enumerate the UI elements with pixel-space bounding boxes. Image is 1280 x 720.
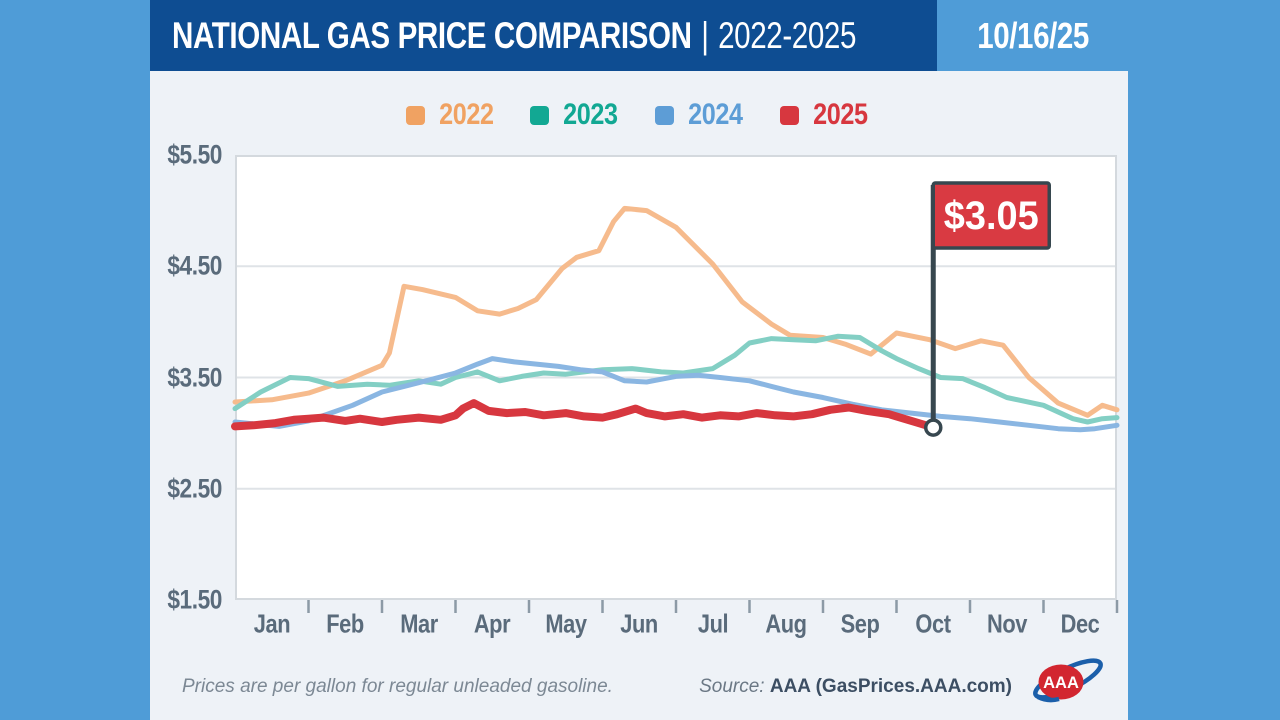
header-bar: NATIONAL GAS PRICE COMPARISON | 2022-2025 [150,0,937,71]
source-label: Source: [699,676,765,697]
x-tick-label-Sep: Sep [840,608,880,639]
logo-text: AAA [1043,674,1079,692]
gas-price-line-chart: $3.05 [231,155,1120,613]
y-tick-label-4.50: $4.50 [167,250,222,281]
legend-swatch-2024 [655,105,674,125]
legend-swatch-2022 [405,105,425,125]
x-tick-label-Dec: Dec [1060,608,1100,639]
price-callout-flag: $3.05 [924,181,1051,437]
legend-item-2025: 2025 [779,98,873,132]
flag-box [931,181,1051,250]
date-box: 10/16/25 [937,0,1130,71]
x-tick-label-Jul: Jul [697,608,729,639]
x-tick-label-Nov: Nov [986,608,1027,639]
legend-swatch-2025 [779,105,799,125]
source-value: AAA (GasPrices.AAA.com) [769,676,1012,697]
y-tick-label-3.50: $3.50 [167,362,222,392]
title-separator: | [701,14,709,56]
legend-label-2023: 2023 [563,98,618,131]
series-line-2024 [232,356,1120,433]
series-line-2023 [232,333,1120,425]
x-tick-label-Feb: Feb [326,608,365,639]
x-tick-label-Aug: Aug [765,608,808,639]
page-title: NATIONAL GAS PRICE COMPARISON | 2022-2025 [172,15,856,57]
current-price-marker [924,418,943,437]
x-tick-label-Jun: Jun [620,608,659,639]
title-years: 2022-2025 [718,14,857,56]
legend-item-2023: 2023 [530,98,623,132]
x-tick-label-Apr: Apr [474,608,511,639]
x-tick-label-Jan: Jan [253,608,291,639]
title-main: NATIONAL GAS PRICE COMPARISON [172,14,692,56]
callout-price-text: $3.05 [944,194,1039,238]
date-text: 10/16/25 [977,14,1090,56]
y-tick-label-1.50: $1.50 [167,584,222,615]
x-tick-label-Mar: Mar [399,608,438,639]
series-line-2022 [232,205,1120,418]
legend-item-2022: 2022 [405,98,499,132]
x-tick-label-Oct: Oct [915,608,952,639]
legend-swatch-2023 [530,105,550,125]
y-tick-label-2.50: $2.50 [167,473,222,504]
legend-label-2025: 2025 [812,98,868,131]
logo-oval [1038,664,1084,700]
chart-legend: 2022 2023 2024 2025 [150,98,1128,132]
y-tick-label-5.50: $5.50 [167,139,222,170]
source-attribution: Source: AAA (GasPrices.AAA.com) [699,676,1012,698]
legend-item-2024: 2024 [655,98,748,132]
series-line-2025 [231,399,938,432]
x-tick-label-May: May [545,608,587,639]
footnote: Prices are per gallon for regular unlead… [182,676,613,697]
legend-label-2022: 2022 [438,98,494,131]
aaa-logo: AAA [1033,658,1103,703]
legend-label-2024: 2024 [688,98,743,131]
logo-swoosh-tail [1036,694,1060,703]
